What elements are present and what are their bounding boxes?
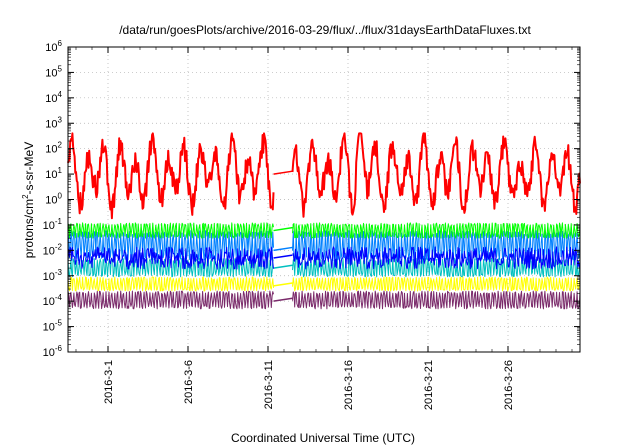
y-tick-label: 10-5 [43, 319, 63, 334]
y-tick-exponent: 4 [58, 90, 63, 99]
ticks-layer: 10610510410310210110010-110-210-310-410-… [43, 39, 580, 410]
series-gap-connector [273, 254, 293, 259]
y-tick-exponent: 6 [58, 39, 63, 48]
series-line-after-gap [291, 132, 581, 218]
y-tick-label: 104 [45, 90, 62, 105]
y-tick-label: 100 [45, 192, 62, 207]
x-tick-label: 2016-3-21 [423, 360, 435, 410]
series-layer [67, 132, 581, 310]
series-7a2a6a [67, 290, 581, 310]
y-tick-base: 10 [45, 42, 57, 54]
series-gap-connector [273, 226, 293, 232]
series-line-before-gap [67, 290, 274, 310]
y-axis-label-sup: 2 [21, 194, 30, 199]
y-tick-base: 10 [45, 195, 57, 207]
y-tick-label: 10-3 [43, 268, 63, 283]
y-tick-base: 10 [43, 271, 55, 283]
series-line-after-gap [292, 290, 581, 310]
series-ff0000 [67, 132, 581, 220]
chart-title: /data/run/goesPlots/archive/2016-03-29/f… [119, 23, 531, 37]
series-gap-connector [273, 282, 293, 287]
y-tick-base: 10 [43, 220, 55, 232]
series-line-before-gap [67, 276, 274, 292]
y-tick-base: 10 [45, 169, 57, 181]
series-line-after-gap [292, 246, 581, 270]
series-line-before-gap [67, 246, 274, 270]
y-tick-base: 10 [43, 296, 55, 308]
y-tick-exponent: -3 [55, 268, 63, 277]
y-tick-base: 10 [45, 93, 57, 105]
x-tick-label: 2016-3-16 [343, 360, 355, 410]
y-tick-label: 105 [45, 64, 62, 79]
y-axis-label-prefix: protons/cm [22, 199, 36, 258]
series-gap-connector [273, 170, 293, 175]
series-gap-connector [273, 246, 293, 252]
y-tick-base: 10 [43, 347, 55, 359]
x-axis-label: Coordinated Universal Time (UTC) [231, 431, 415, 445]
series-line-before-gap [67, 132, 275, 220]
series-line-after-gap [292, 222, 581, 239]
y-tick-base: 10 [45, 67, 57, 79]
series-line-before-gap [67, 230, 274, 261]
series-0000ff [67, 246, 581, 270]
series-ffff00 [67, 276, 581, 292]
y-axis-label: protons/cm2-s-sr-MeV [21, 142, 36, 258]
series-00ff00 [67, 222, 581, 239]
series-gap-connector [273, 264, 293, 269]
y-tick-base: 10 [43, 322, 55, 334]
y-tick-exponent: 2 [58, 141, 63, 150]
y-tick-label: 10-1 [43, 217, 63, 232]
x-tick-label: 2016-3-1 [103, 360, 115, 404]
y-tick-label: 102 [45, 141, 62, 156]
y-tick-exponent: 0 [58, 192, 63, 201]
y-tick-exponent: 3 [58, 115, 63, 124]
y-tick-label: 103 [45, 115, 62, 130]
y-tick-exponent: -5 [55, 319, 63, 328]
y-tick-exponent: -1 [55, 217, 63, 226]
y-tick-label: 106 [45, 39, 62, 54]
y-tick-exponent: 1 [58, 166, 63, 175]
x-tick-label: 2016-3-11 [263, 360, 275, 409]
y-tick-base: 10 [43, 245, 55, 257]
y-tick-base: 10 [45, 118, 57, 130]
y-tick-label: 10-6 [43, 344, 63, 359]
series-gap-connector [273, 297, 293, 302]
y-tick-label: 101 [45, 166, 62, 181]
series-line-after-gap [292, 276, 581, 292]
y-tick-label: 10-4 [43, 293, 63, 308]
y-tick-exponent: 5 [58, 64, 63, 73]
y-axis-label-suffix: -s-sr-MeV [22, 142, 36, 195]
y-tick-exponent: -4 [55, 293, 63, 302]
x-tick-label: 2016-3-26 [503, 360, 515, 410]
y-tick-exponent: -2 [55, 242, 63, 251]
x-tick-label: 2016-3-6 [183, 360, 195, 404]
series-line-before-gap [67, 222, 274, 239]
y-tick-exponent: -6 [55, 344, 63, 353]
y-tick-label: 10-2 [43, 242, 63, 257]
y-tick-base: 10 [45, 144, 57, 156]
